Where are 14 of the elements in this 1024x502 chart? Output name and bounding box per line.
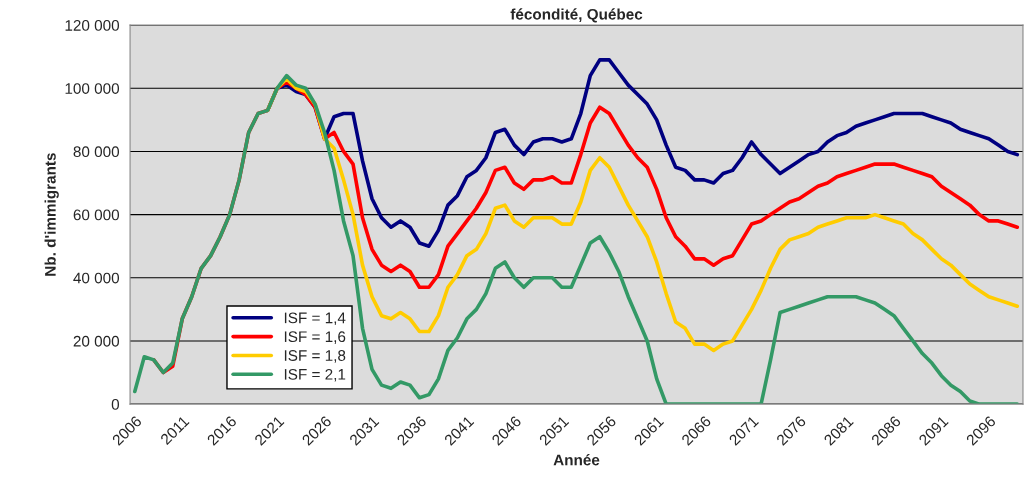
y-axis-title: Nb. d'immigrants (44, 153, 59, 276)
y-tick-label: 120 000 (65, 19, 120, 31)
y-tick-label: 80 000 (73, 146, 120, 158)
y-tick-label: 20 000 (73, 335, 120, 347)
y-tick-label: 60 000 (73, 209, 120, 221)
y-tick-label: 40 000 (73, 272, 120, 284)
y-tick-label: 100 000 (65, 83, 120, 94)
legend-label: ISF = 1,4 (284, 312, 346, 326)
x-axis-title: Année (553, 454, 600, 466)
chart-title: fécondité, Québec (510, 8, 643, 23)
y-tick-label: 0 (111, 398, 120, 410)
legend-label: ISF = 1,6 (284, 331, 346, 344)
legend-label: ISF = 2,1 (284, 368, 346, 382)
legend-label: ISF = 1,8 (284, 350, 346, 363)
